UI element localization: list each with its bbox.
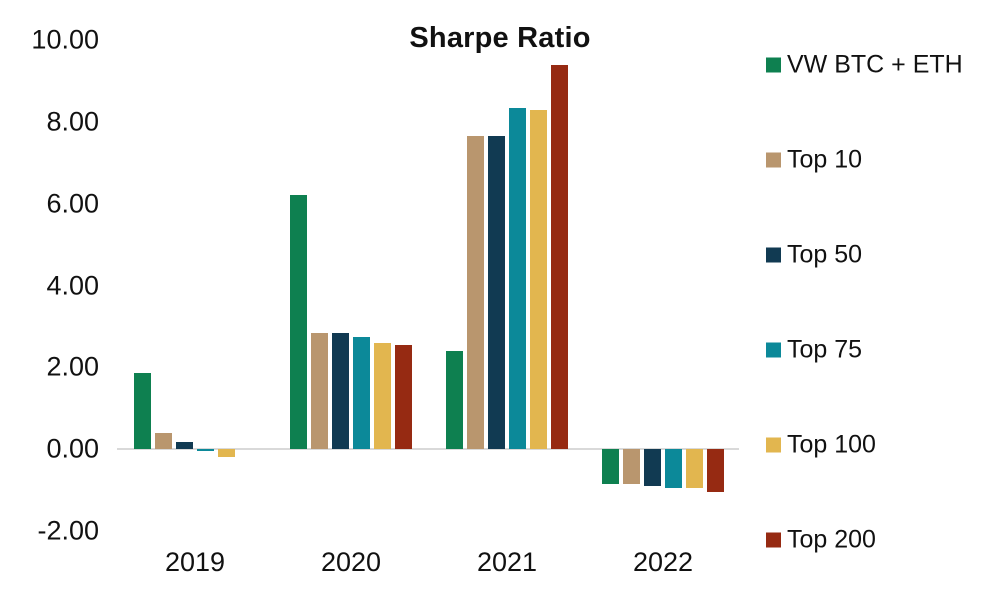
bar-vw-btc-eth-2021 — [446, 350, 463, 450]
bar-vw-btc-eth-2019 — [134, 373, 151, 450]
bar-top-50-2022 — [644, 449, 661, 486]
bar-top-100-2021 — [530, 109, 547, 450]
bar-top-100-2019 — [218, 449, 235, 458]
legend-label: Top 100 — [787, 430, 876, 459]
bar-top-10-2022 — [623, 449, 640, 484]
x-axis-tick-label: 2022 — [632, 547, 694, 577]
bar-top-200-2020 — [395, 344, 412, 450]
legend-swatch-icon — [766, 437, 781, 453]
bar-top-75-2020 — [353, 336, 370, 450]
x-axis-tick-label: 2020 — [320, 547, 382, 577]
legend-label: VW BTC + ETH — [787, 50, 963, 79]
bar-top-200-2021 — [551, 64, 568, 450]
bar-top-100-2020 — [374, 342, 391, 450]
y-axis-tick-label: 8.00 — [46, 106, 99, 137]
legend-item-top-100: Top 100 — [766, 431, 876, 460]
bar-top-75-2022 — [665, 449, 682, 489]
legend-swatch-icon — [766, 57, 781, 73]
y-axis-tick-label: -2.00 — [37, 515, 99, 546]
legend-label: Top 10 — [787, 145, 863, 174]
legend-swatch-icon — [766, 342, 781, 358]
chart-title: Sharpe Ratio — [409, 22, 591, 54]
legend-swatch-icon — [766, 152, 781, 168]
bar-top-10-2021 — [467, 136, 484, 450]
bar-top-50-2021 — [488, 136, 505, 450]
bar-top-50-2020 — [332, 332, 349, 450]
legend-label: Top 50 — [787, 240, 863, 269]
bar-top-75-2021 — [509, 107, 526, 450]
legend-swatch-icon — [766, 247, 781, 263]
bar-top-100-2022 — [686, 449, 703, 489]
y-axis-tick-label: 2.00 — [46, 351, 99, 382]
legend-item-top-200: Top 200 — [766, 526, 876, 555]
bar-top-75-2019 — [197, 449, 214, 451]
legend-swatch-icon — [766, 532, 781, 548]
bar-vw-btc-eth-2022 — [602, 449, 619, 484]
zero-baseline — [117, 448, 739, 451]
bar-vw-btc-eth-2020 — [290, 195, 307, 450]
legend-item-top-50: Top 50 — [766, 241, 862, 270]
legend-item-top-10: Top 10 — [766, 146, 862, 175]
bar-top-10-2019 — [155, 432, 172, 450]
legend-label: Top 75 — [787, 335, 863, 364]
y-axis-tick-label: 10.00 — [31, 24, 99, 55]
bar-top-10-2020 — [311, 332, 328, 450]
bar-top-50-2019 — [176, 442, 193, 450]
y-axis-tick-label: 0.00 — [46, 433, 99, 464]
legend-label: Top 200 — [787, 525, 876, 554]
y-axis-tick-label: 4.00 — [46, 270, 99, 300]
legend-item-top-75: Top 75 — [766, 336, 862, 365]
y-axis-tick-label: 6.00 — [46, 188, 99, 219]
legend-item-vw-btc-eth: VW BTC + ETH — [766, 51, 963, 80]
bar-top-200-2022 — [707, 449, 724, 493]
x-axis-tick-label: 2021 — [476, 547, 538, 577]
x-axis-tick-label: 2019 — [164, 547, 226, 577]
